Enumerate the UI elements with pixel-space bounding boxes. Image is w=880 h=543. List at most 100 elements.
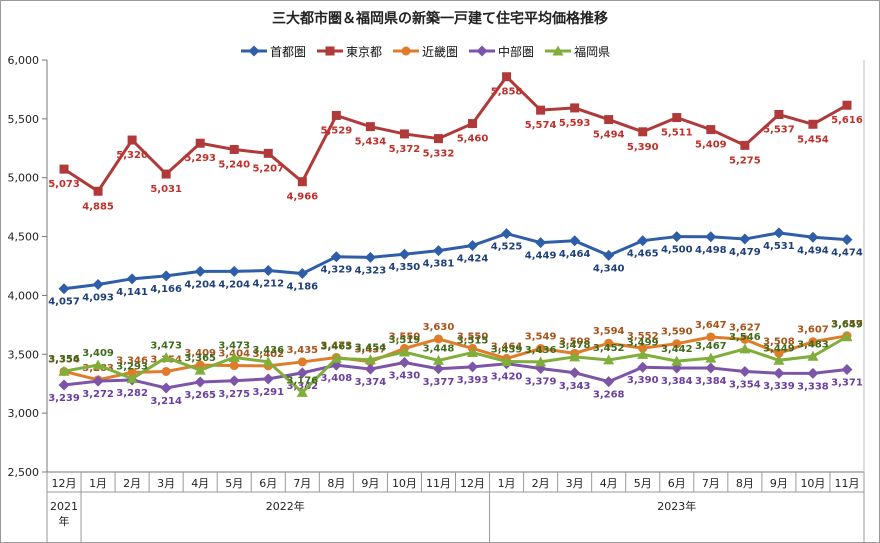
data-point: [773, 227, 785, 239]
year-label: 2023年: [657, 499, 696, 513]
data-point: [467, 361, 479, 373]
data-point: [604, 338, 614, 348]
data-point: [433, 334, 443, 344]
data-label: 5,275: [729, 155, 761, 166]
data-label: 4,465: [627, 249, 659, 260]
data-label: 3,519: [389, 335, 421, 346]
data-label: 3,454: [355, 343, 387, 354]
data-point: [705, 362, 717, 374]
data-point: [672, 339, 682, 349]
data-point: [92, 278, 104, 290]
data-label: 4,340: [593, 263, 625, 274]
data-point: [127, 135, 137, 145]
data-point: [297, 177, 307, 187]
data-label: 3,630: [423, 322, 455, 333]
x-tick-label: 3月: [566, 477, 584, 490]
data-point: [502, 72, 512, 82]
y-tick-label: 4,000: [8, 289, 40, 302]
data-point: [398, 346, 410, 357]
data-label: 3,435: [286, 345, 318, 356]
data-label: 3,430: [389, 371, 421, 382]
data-point: [603, 354, 615, 365]
data-point: [740, 334, 750, 344]
data-point: [671, 355, 683, 366]
x-tick-label: 12月: [460, 477, 485, 490]
y-tick-label: 3,500: [8, 348, 40, 361]
data-label: 5,454: [797, 134, 829, 145]
data-point: [535, 356, 547, 367]
data-label: 3,473: [150, 340, 182, 351]
data-point: [638, 343, 648, 353]
data-label: 3,452: [593, 343, 625, 354]
data-label: 4,525: [491, 242, 523, 253]
data-point: [228, 375, 240, 387]
data-point: [569, 367, 581, 379]
x-tick-label: 10月: [800, 477, 825, 490]
data-label: 3,239: [48, 393, 80, 404]
data-point: [705, 231, 717, 243]
data-point: [364, 363, 376, 375]
series-line: [63, 334, 848, 382]
data-label: 3,176: [286, 375, 318, 386]
data-label: 3,275: [218, 389, 250, 400]
x-tick-label: 11月: [426, 477, 451, 490]
data-label: 5,332: [423, 149, 455, 160]
data-point: [501, 228, 513, 240]
data-point: [229, 144, 239, 154]
x-tick-label: 9月: [770, 477, 788, 490]
data-label: 3,346: [116, 355, 148, 366]
data-point: [739, 233, 751, 245]
legend-marker: [476, 45, 488, 57]
data-point: [58, 283, 70, 295]
data-label: 4,966: [286, 192, 318, 203]
series-line: [63, 231, 848, 291]
y-tick-label: 5,500: [8, 113, 40, 126]
data-label: 3,483: [797, 339, 829, 350]
data-label: 3,214: [150, 396, 182, 407]
data-point: [331, 110, 341, 120]
legend-label: 近畿圏: [422, 44, 459, 59]
x-tick-label: 1月: [89, 477, 107, 490]
data-label: 3,379: [525, 377, 557, 388]
data-point: [604, 115, 614, 125]
data-label: 4,204: [184, 279, 216, 290]
data-point: [808, 337, 818, 347]
data-label: 3,384: [661, 376, 693, 387]
data-point: [842, 100, 852, 110]
data-point: [807, 350, 819, 361]
data-label: 4,329: [321, 265, 353, 276]
x-tick-label: 9月: [361, 477, 379, 490]
data-point: [228, 265, 240, 277]
legend-marker: [552, 45, 564, 56]
data-label: 3,550: [389, 331, 421, 342]
data-point: [126, 373, 138, 384]
data-label: 5,409: [695, 140, 727, 151]
data-point: [160, 351, 172, 362]
legend-swatch: [469, 45, 496, 57]
data-label: 3,408: [321, 373, 353, 384]
x-tick-label: 6月: [668, 477, 686, 490]
data-point: [364, 354, 376, 365]
data-label: 3,508: [763, 336, 795, 347]
x-tick-label: 1月: [498, 477, 516, 490]
data-label: 5,390: [627, 142, 659, 153]
data-label: 4,449: [525, 251, 557, 262]
data-label: 4,464: [559, 249, 591, 260]
legend-label: 中部圏: [498, 44, 535, 59]
legend-swatch: [241, 45, 267, 57]
data-label: 3,338: [797, 381, 829, 392]
year-label: 2022年: [266, 499, 305, 513]
data-label: 3,343: [559, 381, 591, 392]
data-label: 5,073: [48, 179, 80, 190]
x-tick-label: 8月: [736, 477, 754, 490]
data-point: [501, 355, 513, 366]
data-label: 3,293: [116, 362, 148, 373]
x-tick-label: 4月: [600, 477, 618, 490]
data-label: 4,186: [286, 282, 318, 293]
data-point: [807, 231, 819, 243]
year-label: 2021 年: [50, 500, 78, 528]
data-point: [262, 264, 274, 276]
